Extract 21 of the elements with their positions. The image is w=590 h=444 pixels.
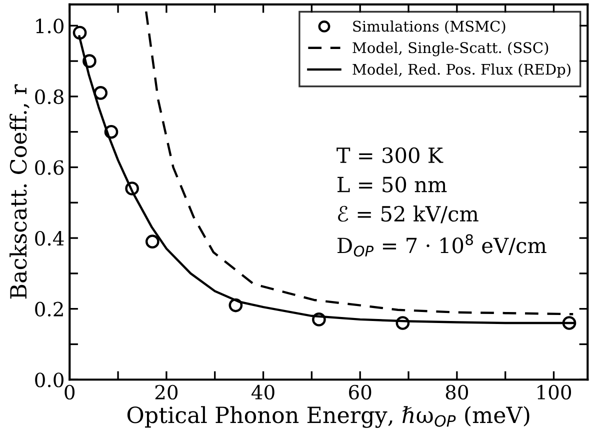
text: 1.0 bbox=[36, 18, 64, 34]
x-tick-label: 20 bbox=[155, 384, 178, 400]
y-tick-label: 0.2 bbox=[35, 302, 63, 316]
y-tick-label: 0.6 bbox=[35, 160, 64, 175]
x-tick-label: 0 bbox=[64, 384, 75, 400]
annotation: L = 50 nm bbox=[338, 176, 447, 192]
x-tick-label: 80 bbox=[446, 384, 468, 400]
annotation: T = 300 K bbox=[336, 147, 444, 164]
legend-label: Model, Single-Scatt. (SSC) bbox=[352, 42, 548, 56]
y-tick-label: 0.4 bbox=[35, 231, 64, 246]
text: 0.0 bbox=[35, 372, 64, 388]
legend-label: Simulations (MSMC) bbox=[353, 20, 506, 34]
x-tick-label: 60 bbox=[349, 384, 372, 400]
x-tick-label: 100 bbox=[538, 384, 572, 400]
legend-label: Model, Red. Pos. Flux (REDp) bbox=[352, 64, 570, 78]
x-tick-label: 40 bbox=[252, 384, 274, 400]
x-axis-title: Optical Phonon Energy, ℏω$_{OP}$ (meV) bbox=[127, 406, 530, 428]
y-axis-title: Backscatt. Coeff., r bbox=[10, 84, 30, 299]
annotation: D$_{OP}$ = 7 · 10$^{8}$ eV/cm bbox=[338, 234, 546, 257]
y-tick-label: 0.8 bbox=[35, 89, 64, 104]
annotation: ℰ = 52 kV/cm bbox=[338, 206, 478, 224]
